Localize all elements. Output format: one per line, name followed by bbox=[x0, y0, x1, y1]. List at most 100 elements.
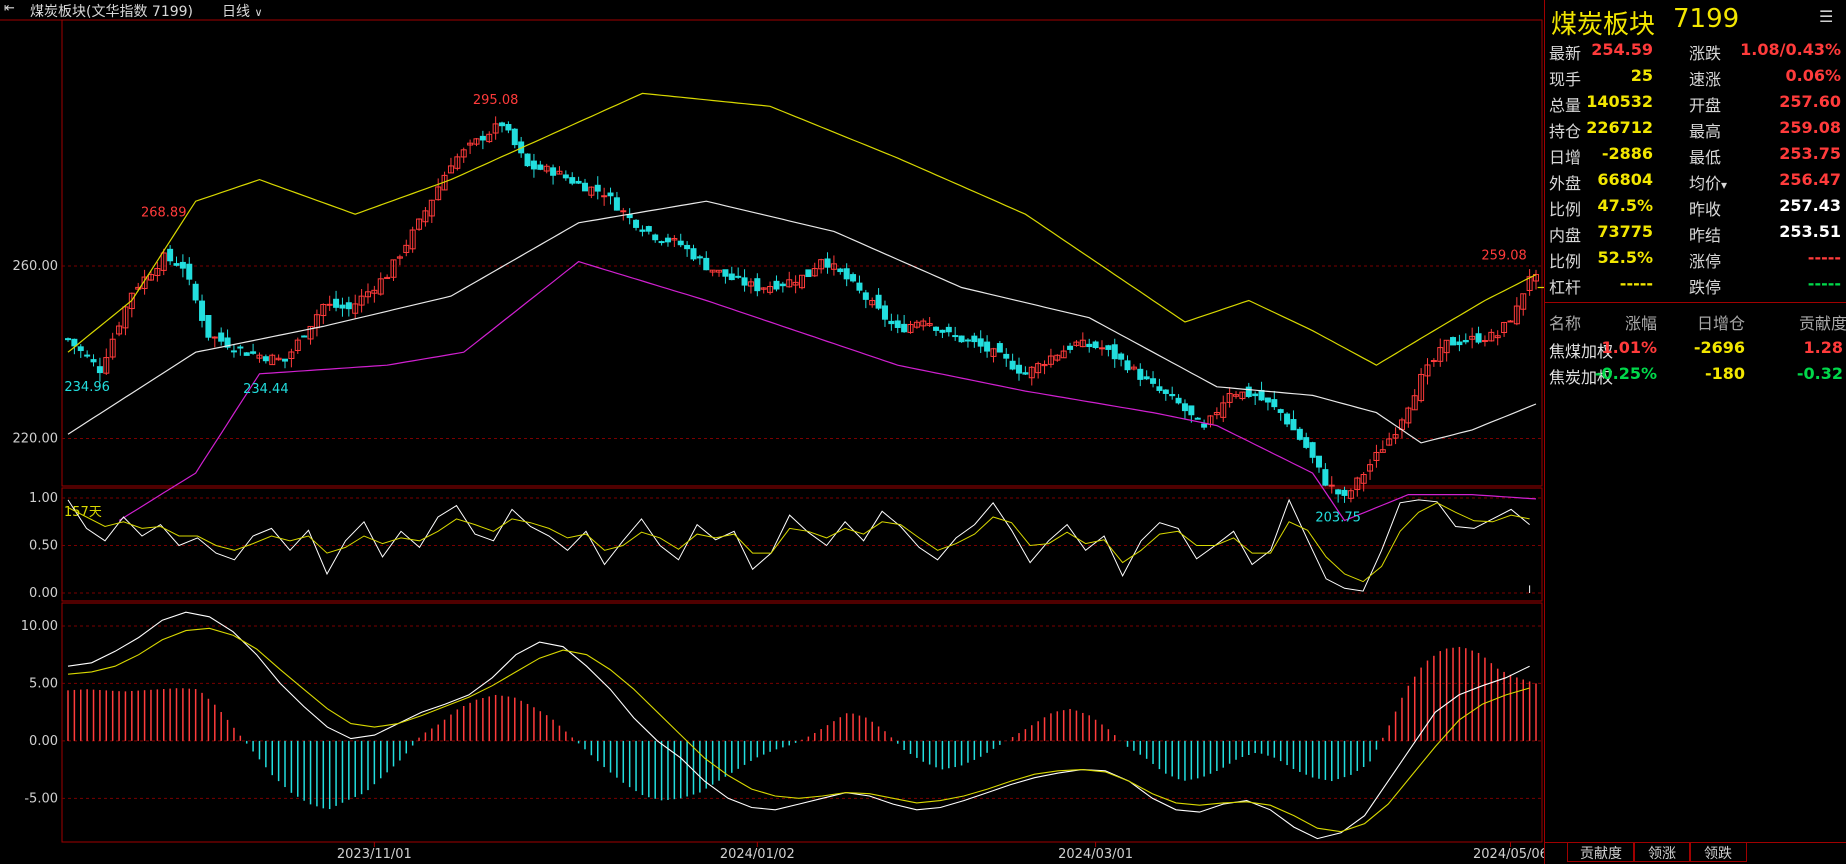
y-tick-label: -5.00 bbox=[24, 791, 58, 806]
candle-body bbox=[1501, 321, 1508, 334]
candle-body bbox=[1028, 366, 1035, 379]
candle-body bbox=[390, 259, 397, 278]
quote-value: -2886 bbox=[1601, 144, 1653, 163]
pane-border bbox=[61, 19, 1543, 487]
candle-body bbox=[218, 332, 225, 342]
candlestick-plot[interactable]: 295.08 268.89 234.96 234.44 203.75 259.08 157天 bbox=[64, 92, 1544, 525]
col-contribution: 贡献度 bbox=[1798, 314, 1846, 333]
candle-body bbox=[677, 240, 684, 246]
tab-contribution[interactable]: 贡献度 bbox=[1567, 843, 1635, 862]
upper-band-line bbox=[67, 92, 1537, 366]
candle-body bbox=[282, 358, 289, 362]
candle-body bbox=[1047, 355, 1054, 365]
component-increase: -2696 bbox=[1693, 338, 1745, 357]
candle-body bbox=[1405, 407, 1412, 424]
candle-body bbox=[728, 273, 735, 281]
grid-lines bbox=[62, 265, 1542, 847]
candle-body bbox=[1507, 320, 1514, 323]
candle-body bbox=[1341, 489, 1348, 496]
candle-body bbox=[856, 282, 863, 291]
candle-body bbox=[1271, 399, 1278, 408]
panel-header: 煤炭板块 7199 ☰ bbox=[1545, 0, 1846, 40]
divider bbox=[1545, 842, 1846, 843]
quote-value: 73775 bbox=[1597, 222, 1653, 241]
candle-body bbox=[588, 186, 595, 196]
macd-line bbox=[67, 627, 1530, 833]
back-arrow-icon[interactable]: ⇤ bbox=[4, 1, 15, 16]
candle-body bbox=[505, 124, 512, 131]
candle-body bbox=[1156, 386, 1163, 391]
candle-body bbox=[1060, 350, 1067, 359]
candle-body bbox=[799, 274, 805, 289]
candle-body bbox=[1488, 331, 1495, 342]
candle-body bbox=[403, 244, 410, 253]
candle-body bbox=[633, 219, 640, 228]
component-contribution: 1.28 bbox=[1803, 338, 1843, 357]
days-label: 157天 bbox=[64, 505, 102, 520]
candle-body bbox=[971, 335, 978, 343]
candle-body bbox=[1296, 428, 1303, 440]
candle-body bbox=[1201, 423, 1208, 428]
candle-body bbox=[122, 306, 129, 329]
quote-value: ----- bbox=[1619, 274, 1653, 293]
candle-body bbox=[818, 259, 825, 270]
candle-body bbox=[601, 195, 608, 198]
tab-leading-up[interactable]: 领涨 bbox=[1633, 843, 1691, 862]
candle-body bbox=[77, 346, 84, 352]
candle-body bbox=[671, 238, 678, 241]
candle-body bbox=[1245, 386, 1252, 397]
candle-body bbox=[141, 276, 148, 289]
component-row[interactable]: 焦炭加权 -0.25% -180 -0.32 bbox=[1545, 364, 1846, 388]
tab-leading-down[interactable]: 领跌 bbox=[1689, 843, 1747, 862]
quote-label: 速涨 bbox=[1689, 70, 1722, 89]
quote-value: 253.51 bbox=[1779, 222, 1841, 241]
candle-body bbox=[492, 123, 499, 134]
candle-body bbox=[894, 320, 901, 328]
y-tick-label: 1.00 bbox=[29, 491, 58, 506]
kline-chart-area[interactable]: 295.08 268.89 234.96 234.44 203.75 259.08 157天… bbox=[0, 0, 1544, 864]
candle-body bbox=[1175, 397, 1182, 404]
low-annotation: 234.96 bbox=[64, 380, 110, 395]
candle-body bbox=[1284, 413, 1291, 425]
menu-icon[interactable]: ☰ bbox=[1819, 7, 1834, 26]
component-row[interactable]: 焦煤加权 1.01% -2696 1.28 bbox=[1545, 338, 1846, 362]
candle-body bbox=[1456, 341, 1463, 346]
quote-value: 1.08/0.43% bbox=[1740, 40, 1841, 59]
quote-label: 昨收 bbox=[1689, 200, 1722, 219]
candle-body bbox=[154, 268, 161, 277]
candle-body bbox=[550, 167, 557, 176]
candle-body bbox=[581, 182, 588, 192]
period-selector[interactable]: 日线 ∨ bbox=[222, 1, 263, 21]
triangle-down-icon[interactable]: ▾ bbox=[1721, 178, 1728, 192]
quote-value: 259.08 bbox=[1779, 118, 1841, 137]
candle-body bbox=[639, 229, 646, 232]
component-increase: -180 bbox=[1704, 364, 1745, 383]
quote-row: 外盘 66804 均价▾ 256.47 bbox=[1545, 170, 1846, 196]
candle-body bbox=[1475, 333, 1482, 343]
candle-body bbox=[1533, 273, 1539, 282]
candle-body bbox=[371, 289, 378, 294]
candle-body bbox=[1105, 345, 1112, 350]
component-list-header: 名称 涨幅 日增仓 贡献度 bbox=[1545, 310, 1846, 334]
candle-body bbox=[1118, 353, 1125, 360]
quote-value: 257.60 bbox=[1779, 92, 1841, 111]
candle-body bbox=[269, 354, 276, 366]
candle-body bbox=[1424, 364, 1431, 377]
candle-body bbox=[1303, 437, 1310, 448]
candle-body bbox=[1418, 373, 1425, 402]
candle-body bbox=[933, 326, 940, 331]
candle-body bbox=[1111, 344, 1118, 360]
y-tick-label: 0.00 bbox=[29, 734, 58, 749]
quote-value: 140532 bbox=[1586, 92, 1653, 111]
period-label: 日线 bbox=[222, 4, 250, 20]
candle-body bbox=[696, 256, 703, 259]
candle-body bbox=[901, 323, 908, 333]
x-tick-label: 2024/03/01 bbox=[1058, 847, 1133, 862]
candle-body bbox=[460, 149, 467, 158]
quote-label: 日增 bbox=[1549, 148, 1582, 167]
candle-body bbox=[779, 283, 786, 287]
quote-label: 跌停 bbox=[1689, 278, 1722, 297]
chart-frame bbox=[0, 19, 1543, 843]
candle-body bbox=[607, 192, 614, 197]
candle-body bbox=[830, 263, 837, 270]
